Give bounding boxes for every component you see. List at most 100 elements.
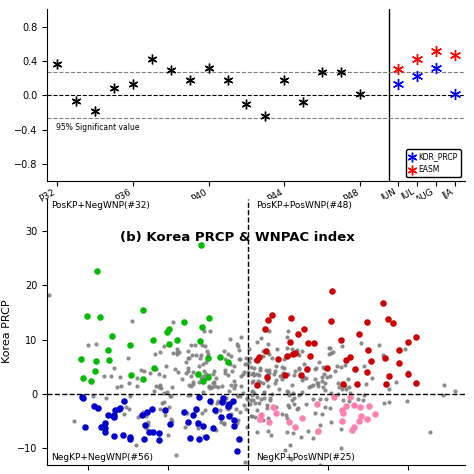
Point <box>271 367 279 375</box>
Point <box>184 365 191 372</box>
Point <box>100 372 108 380</box>
Point <box>346 393 354 401</box>
Point <box>104 411 111 419</box>
Point <box>310 395 317 403</box>
Point <box>229 398 237 405</box>
Point <box>97 422 105 429</box>
Point <box>221 356 229 363</box>
Point <box>339 379 346 387</box>
Point <box>341 383 348 390</box>
Point <box>304 428 312 435</box>
Point <box>404 338 411 346</box>
Point <box>195 435 203 443</box>
Point <box>284 370 292 378</box>
Point <box>195 379 203 386</box>
Point <box>313 428 320 436</box>
Point <box>255 353 263 360</box>
Point <box>264 401 271 409</box>
Point <box>365 346 372 354</box>
Point <box>167 415 174 422</box>
Point <box>281 364 288 372</box>
Point <box>219 394 227 402</box>
Point <box>331 367 339 375</box>
Point <box>439 391 447 399</box>
Point <box>230 377 238 384</box>
Point <box>137 366 145 374</box>
Point <box>127 436 134 443</box>
Point <box>365 415 372 423</box>
Point <box>340 409 347 417</box>
Point <box>233 447 241 455</box>
Point <box>384 315 392 322</box>
Point <box>226 360 233 368</box>
Point <box>207 385 214 392</box>
Point <box>92 357 100 365</box>
Point <box>385 385 393 392</box>
Point <box>194 424 202 432</box>
Point <box>264 369 272 376</box>
Point <box>268 390 276 398</box>
Point <box>193 371 201 379</box>
Point <box>253 406 261 413</box>
Point <box>290 350 297 358</box>
Point <box>302 401 310 408</box>
Point <box>228 353 235 360</box>
Point <box>256 415 264 423</box>
Point <box>107 372 115 380</box>
Point <box>210 378 218 386</box>
Point <box>243 394 251 402</box>
Point <box>281 446 289 454</box>
Point <box>212 426 219 434</box>
Point <box>318 373 326 380</box>
Point <box>218 382 226 390</box>
Point <box>412 333 419 340</box>
Point <box>298 376 306 384</box>
Point <box>259 379 267 386</box>
Point <box>250 371 258 378</box>
Point <box>302 366 310 374</box>
Point <box>101 425 109 432</box>
Point <box>151 387 158 394</box>
Point <box>248 378 255 386</box>
Point <box>278 375 285 383</box>
Point <box>134 413 142 421</box>
Point <box>257 366 264 374</box>
Point <box>124 355 132 362</box>
Point <box>249 369 256 377</box>
Point <box>289 389 297 397</box>
Point <box>173 348 181 356</box>
Text: NegKP+PosWNP(#25): NegKP+PosWNP(#25) <box>256 453 355 462</box>
Point <box>119 431 127 439</box>
Point <box>230 416 237 424</box>
Point <box>30 419 38 427</box>
Point <box>0 382 6 389</box>
Point <box>79 374 87 382</box>
Point <box>145 428 153 436</box>
Point <box>207 328 214 335</box>
Point <box>299 415 306 422</box>
Point <box>290 371 298 379</box>
Point <box>166 392 174 400</box>
Point <box>182 423 189 430</box>
Point <box>451 387 459 395</box>
Point <box>110 364 118 372</box>
Point <box>234 416 242 423</box>
Point <box>346 390 353 397</box>
Point <box>125 405 132 412</box>
Point <box>113 383 120 391</box>
Point <box>261 325 269 332</box>
Point <box>345 383 353 391</box>
Point <box>294 330 302 337</box>
Point <box>116 405 123 413</box>
Point <box>362 380 370 388</box>
Point <box>350 423 358 430</box>
Point <box>385 373 392 380</box>
Point <box>255 400 263 407</box>
Point <box>205 355 212 362</box>
Point <box>232 405 240 412</box>
Point <box>168 418 176 425</box>
Point <box>196 363 203 370</box>
Point <box>175 348 182 356</box>
Point <box>334 390 341 398</box>
Point <box>314 427 322 435</box>
